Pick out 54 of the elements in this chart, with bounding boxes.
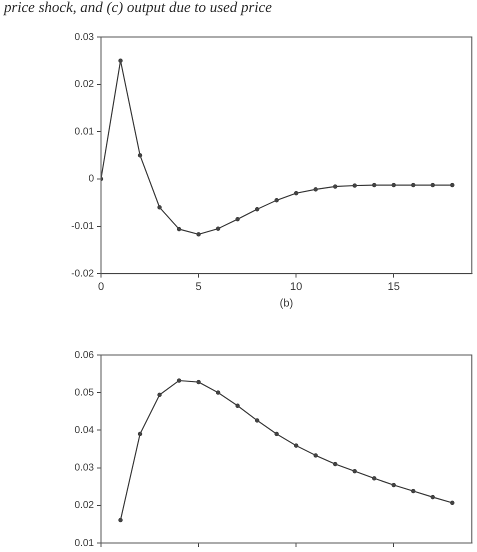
y-tick-label: 0.04	[74, 424, 94, 436]
point	[392, 182, 396, 188]
point	[157, 392, 162, 398]
point	[411, 182, 416, 188]
point	[138, 432, 142, 436]
point	[430, 494, 435, 500]
point	[196, 232, 201, 237]
y-tick-label: 0.02	[74, 79, 94, 90]
point	[118, 518, 123, 522]
y-tick-label: 0.01	[74, 126, 94, 138]
point	[430, 182, 435, 188]
point	[450, 182, 454, 188]
y-tick-label: 0.05	[74, 387, 94, 398]
x-tick-label: 15	[388, 281, 400, 294]
point	[216, 390, 220, 395]
point	[196, 380, 201, 384]
point	[274, 198, 279, 202]
y-tick-label: 0	[88, 174, 94, 185]
point	[313, 453, 318, 458]
chart-title: price shock, and (c) output due to used price	[4, 0, 272, 17]
point	[176, 226, 182, 232]
y-tick-label: 0.03	[74, 32, 94, 43]
point	[118, 58, 123, 63]
point	[235, 404, 240, 408]
point	[332, 462, 338, 466]
point	[372, 476, 376, 481]
point	[352, 183, 357, 188]
y-tick-label: 0.01	[74, 538, 94, 549]
point	[157, 205, 162, 210]
point	[216, 226, 220, 231]
point	[332, 184, 338, 189]
point	[392, 482, 396, 488]
point	[411, 488, 416, 494]
y-tick-label: 0.03	[74, 462, 94, 474]
point	[372, 182, 376, 188]
point	[450, 500, 454, 505]
x-tick-label: 5	[196, 281, 202, 294]
y-tick-label: -0.01	[71, 221, 94, 232]
point	[254, 418, 260, 423]
point	[138, 153, 142, 158]
point	[176, 378, 182, 383]
y-tick-label: 0.06	[74, 350, 94, 361]
x-axis-title: (b)	[280, 297, 294, 310]
point	[254, 207, 260, 212]
x-tick-label: 0	[98, 281, 104, 294]
y-tick-label: 0.02	[74, 500, 94, 512]
point	[235, 216, 240, 222]
point	[294, 190, 298, 196]
point	[352, 468, 357, 474]
point	[313, 187, 318, 192]
x-tick-label: 10	[290, 281, 302, 294]
point	[274, 432, 279, 436]
point	[294, 443, 298, 448]
y-tick-label: -0.02	[71, 268, 94, 280]
